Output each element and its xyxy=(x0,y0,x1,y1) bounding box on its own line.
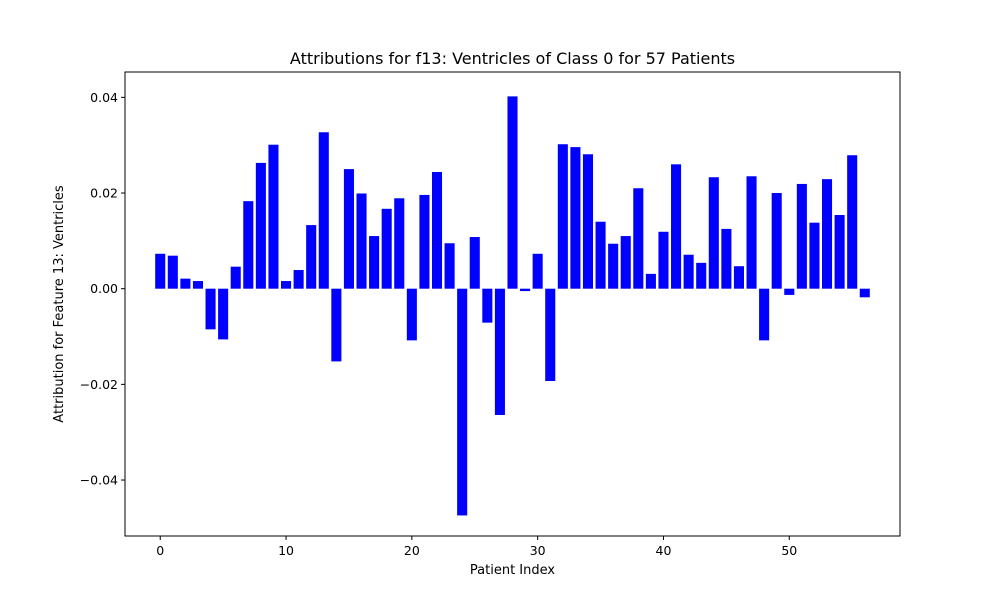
y-tick-label: −0.02 xyxy=(80,377,118,392)
bar-patient-56 xyxy=(859,288,870,298)
bar-patient-55 xyxy=(847,155,858,289)
bar-patient-2 xyxy=(180,278,191,289)
x-tick-label: 50 xyxy=(781,543,797,558)
bar-patient-8 xyxy=(255,162,266,289)
bar-patient-23 xyxy=(444,243,455,289)
bar-patient-15 xyxy=(343,169,354,289)
bar-patient-52 xyxy=(809,222,820,289)
bar-patient-40 xyxy=(658,231,669,289)
bar-patient-27 xyxy=(494,288,505,415)
bar-patient-49 xyxy=(771,193,782,289)
bar-patient-12 xyxy=(306,225,317,289)
bar-patient-1 xyxy=(167,255,178,289)
y-tick-label: −0.04 xyxy=(80,473,118,488)
chart-title: Attributions for f13: Ventricles of Clas… xyxy=(290,49,735,68)
bars-group xyxy=(155,96,870,516)
bar-patient-37 xyxy=(620,236,631,289)
bar-patient-16 xyxy=(356,193,367,289)
y-tick-label: 0.04 xyxy=(90,90,118,105)
bar-patient-20 xyxy=(406,288,417,341)
x-tick-label: 30 xyxy=(530,543,546,558)
bar-patient-31 xyxy=(545,288,556,382)
y-axis-ticks: −0.04 −0.02 0.00 0.02 0.04 xyxy=(80,90,125,488)
bar-patient-7 xyxy=(243,201,254,289)
bar-patient-3 xyxy=(192,281,204,289)
bar-patient-45 xyxy=(721,228,732,289)
plot-frame xyxy=(124,71,901,537)
bar-patient-28 xyxy=(507,96,518,289)
bar-patient-46 xyxy=(733,266,744,289)
bar-patient-53 xyxy=(821,179,833,289)
bar-patient-39 xyxy=(645,273,656,289)
y-tick-label: 0.02 xyxy=(90,186,118,201)
bar-patient-32 xyxy=(557,144,568,289)
bar-patient-9 xyxy=(268,144,279,289)
bar-patient-13 xyxy=(318,132,329,289)
bar-patient-51 xyxy=(796,183,807,289)
x-axis-ticks: 0 10 20 30 40 50 xyxy=(156,536,797,558)
bar-patient-11 xyxy=(293,270,304,289)
x-axis-label: Patient Index xyxy=(470,563,555,578)
x-tick-label: 20 xyxy=(404,543,420,558)
bar-patient-10 xyxy=(281,281,292,289)
bar-patient-44 xyxy=(708,177,719,289)
bar-patient-48 xyxy=(759,288,770,341)
bar-patient-42 xyxy=(683,254,694,289)
x-tick-label: 10 xyxy=(278,543,294,558)
x-tick-label: 0 xyxy=(156,543,164,558)
x-tick-label: 40 xyxy=(656,543,672,558)
bar-patient-36 xyxy=(608,243,619,289)
bar-patient-41 xyxy=(671,164,682,289)
bar-patient-17 xyxy=(369,236,380,289)
bar-patient-25 xyxy=(469,237,480,289)
bar-patient-35 xyxy=(595,221,606,289)
bar-patient-38 xyxy=(633,188,644,289)
bar-patient-26 xyxy=(482,288,493,323)
bar-patient-4 xyxy=(205,288,216,330)
bar-patient-30 xyxy=(532,253,543,289)
bar-patient-33 xyxy=(570,147,581,289)
bar-patient-18 xyxy=(381,208,392,289)
bar-patient-5 xyxy=(218,288,229,340)
bar-patient-6 xyxy=(230,266,241,289)
bar-patient-22 xyxy=(431,171,443,289)
bar-patient-50 xyxy=(784,288,795,295)
bar-patient-19 xyxy=(394,198,405,289)
bar-patient-0 xyxy=(155,253,166,289)
bar-patient-29 xyxy=(520,288,531,292)
bar-patient-54 xyxy=(834,215,845,289)
bar-patient-14 xyxy=(331,288,342,362)
bar-patient-24 xyxy=(457,288,468,516)
bar-patient-34 xyxy=(582,154,594,289)
y-axis-label: Attribution for Feature 13: Ventricles xyxy=(52,185,67,423)
bar-patient-21 xyxy=(419,194,430,289)
bar-patient-43 xyxy=(696,262,707,289)
bar-patient-47 xyxy=(746,176,757,289)
y-tick-label: 0.00 xyxy=(90,281,118,296)
